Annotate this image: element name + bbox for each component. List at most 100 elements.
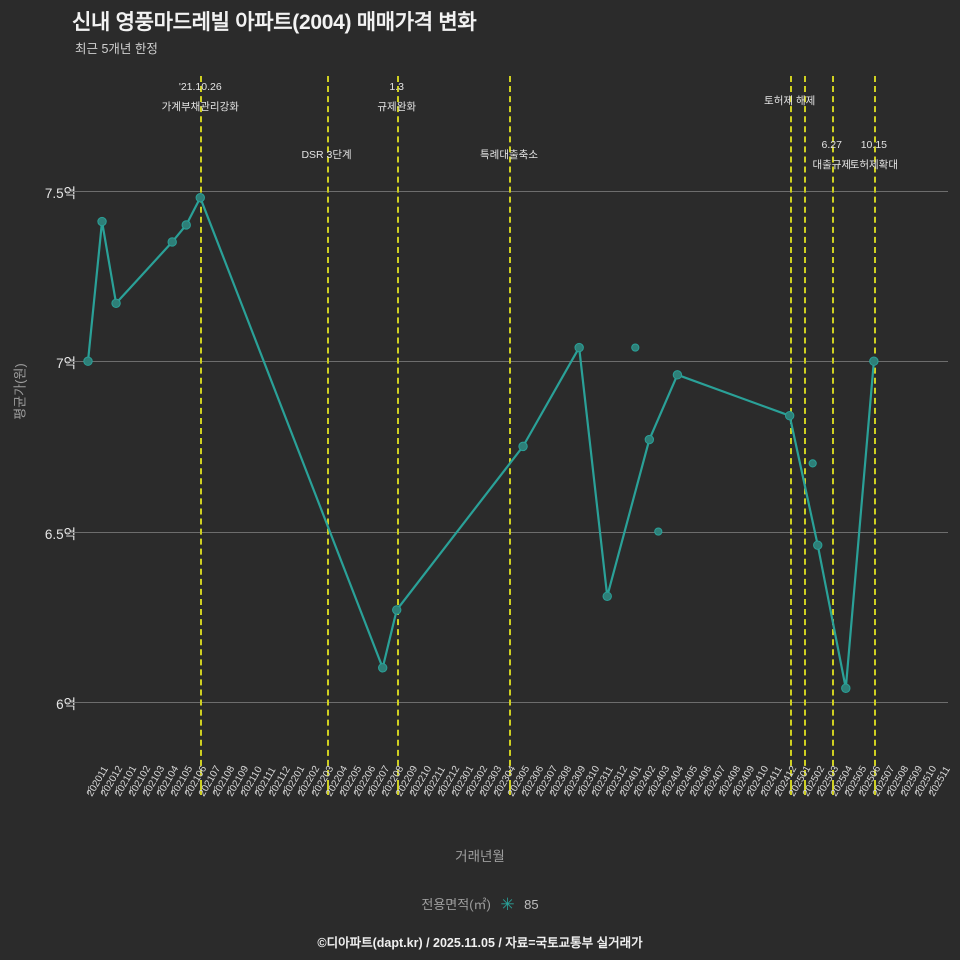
x-axis-tick [186, 786, 188, 795]
x-axis-tick [284, 786, 286, 795]
x-axis-tick [705, 786, 707, 795]
gridline [76, 531, 948, 533]
event-label: 10.15 [860, 139, 887, 151]
legend-value[interactable]: 85 [524, 897, 539, 912]
x-axis-tick [621, 786, 623, 795]
x-axis-tick [200, 780, 203, 795]
data-point[interactable] [574, 342, 584, 353]
x-axis-tick [158, 786, 160, 795]
data-point[interactable] [97, 216, 107, 227]
x-axis-tick [873, 780, 876, 795]
data-point[interactable] [167, 237, 177, 247]
x-axis-tick [368, 786, 370, 795]
data-point[interactable] [644, 434, 655, 445]
x-axis-tick [775, 786, 777, 795]
x-axis-tick [803, 780, 806, 795]
x-axis-tick [396, 780, 399, 795]
legend-title: 전용면적(㎡) [421, 897, 491, 912]
x-axis-title: 거래년월 [455, 849, 505, 864]
x-axis-tick [523, 786, 525, 795]
x-axis-tick [509, 780, 511, 795]
page-subtitle: 최근 5개년 한정 [75, 42, 158, 56]
y-axis-tick-label: 6.5억 [44, 526, 76, 542]
data-point-isolated[interactable] [631, 343, 640, 352]
data-point[interactable] [378, 663, 388, 673]
x-axis-tick [845, 786, 847, 795]
x-axis-tick [789, 780, 792, 795]
footer-credit: ©디아파트(dapt.kr) / 2025.11.05 / 자료=국토교통부 실… [317, 936, 643, 950]
data-point[interactable] [672, 370, 683, 380]
x-axis-tick [663, 786, 665, 795]
event-label: 특례대출축소 [480, 149, 538, 161]
x-axis-tick [452, 786, 454, 795]
x-axis-tick [733, 786, 735, 795]
x-axis-tick [831, 780, 834, 795]
event-label: 1.3 [389, 81, 405, 93]
x-axis-tick [817, 786, 819, 795]
data-point[interactable] [841, 683, 851, 693]
y-axis-tick-label: 7억 [56, 356, 76, 372]
x-axis-tick [354, 786, 356, 795]
event-label: 토허제확대 [849, 159, 899, 171]
event-label: 6.27 [821, 139, 842, 151]
page-title: 신내 영풍마드레빌 아파트(2004) 매매가격 변화 [72, 11, 477, 34]
event-line [831, 76, 834, 786]
x-axis-tick [256, 786, 258, 795]
x-axis-tick [214, 786, 216, 795]
x-axis-tick [887, 786, 889, 795]
x-axis-tick [915, 786, 917, 795]
x-axis-tick [144, 786, 146, 795]
event-line [396, 76, 399, 786]
x-axis-tick [859, 786, 861, 795]
x-axis-tick [130, 786, 132, 795]
event-label: DSR 3단계 [301, 149, 352, 161]
x-axis-tick [242, 786, 244, 795]
x-axis-tick [635, 786, 637, 795]
x-axis-tick [747, 786, 749, 795]
event-label: '21.10.26 [178, 81, 222, 93]
x-axis-tick [901, 786, 903, 795]
x-axis-tick [424, 786, 426, 795]
x-axis-tick [691, 786, 693, 795]
event-line [509, 76, 511, 786]
x-axis-tick [719, 786, 721, 795]
data-point[interactable] [518, 441, 528, 452]
event-label: 토허제 해제 [764, 95, 816, 107]
y-axis-tick [66, 361, 76, 363]
x-axis-tick [340, 786, 342, 795]
x-axis-tick [607, 786, 609, 795]
x-axis-tick [537, 786, 539, 795]
event-line [200, 76, 203, 786]
x-axis-tick [298, 786, 300, 795]
y-axis-tick [66, 701, 76, 703]
x-axis-tick [410, 786, 412, 795]
legend: 전용면적(㎡) ✳ 85 [0, 894, 960, 915]
x-axis-tick [326, 780, 329, 795]
data-point[interactable] [181, 220, 191, 230]
x-axis-tick [761, 786, 763, 795]
y-axis-tick-label: 7.5억 [44, 185, 76, 201]
x-axis-tick [438, 786, 440, 795]
series-line [86, 196, 875, 690]
y-axis-tick-label: 6억 [56, 696, 76, 712]
x-axis-tick [116, 786, 118, 795]
event-line [326, 76, 329, 786]
gridline [76, 190, 948, 192]
data-point[interactable] [111, 298, 121, 308]
x-axis-tick [649, 786, 651, 795]
x-axis-tick [102, 786, 104, 795]
x-axis-tick [270, 786, 272, 795]
x-axis-tick [494, 786, 496, 795]
x-axis-tick [677, 786, 679, 795]
data-point-isolated[interactable] [808, 459, 817, 468]
event-line [789, 76, 792, 786]
event-line [803, 76, 806, 786]
event-label: 가계부채관리강화 [161, 101, 239, 113]
data-point[interactable] [602, 591, 612, 601]
x-axis-tick [551, 786, 553, 795]
data-point[interactable] [813, 540, 823, 550]
gridline [76, 361, 948, 363]
